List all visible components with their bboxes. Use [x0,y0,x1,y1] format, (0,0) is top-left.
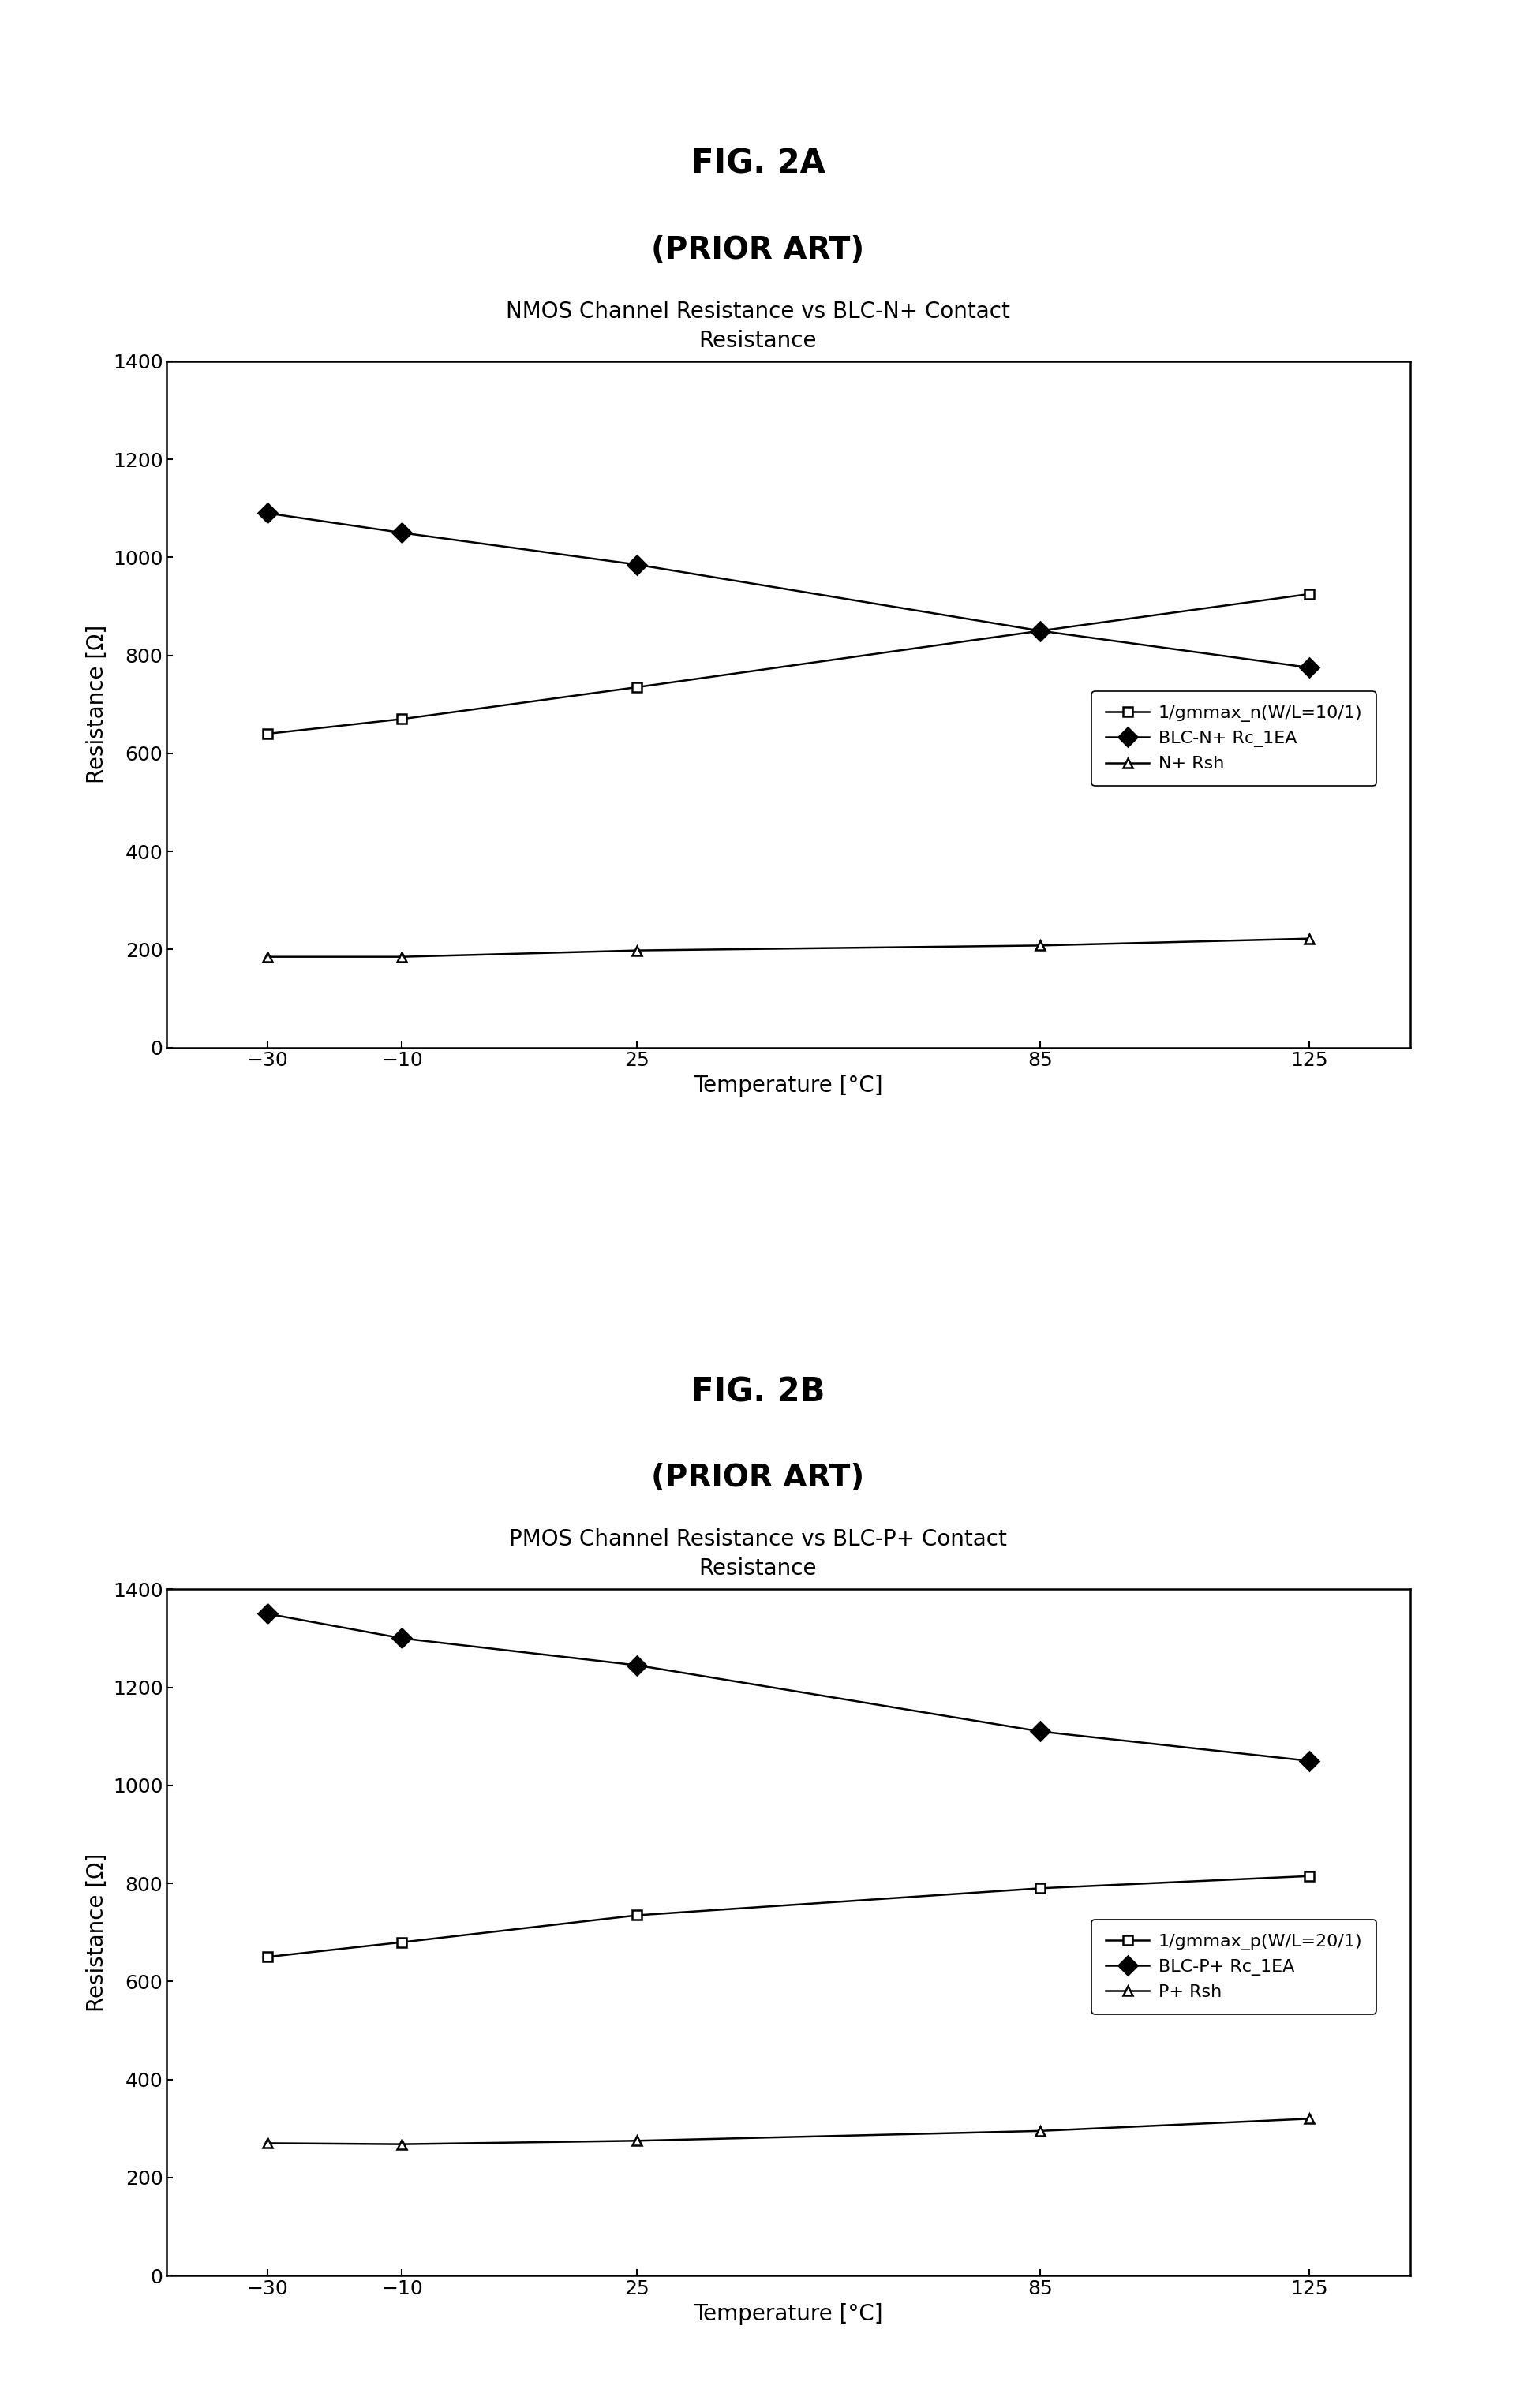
BLC-P+ Rc_1EA [258,1599,276,1628]
Text: FIG. 2B: FIG. 2B [691,1375,825,1409]
1/gmmax_p(W/L=20/1) [258,1943,276,1972]
BLC-N+ Rc_1EA [393,518,411,547]
P+ Rsh [258,2129,276,2158]
N+ Rsh [628,937,646,966]
X-axis label: Temperature [°C]: Temperature [°C] [694,1074,882,1096]
BLC-P+ Rc_1EA [628,1652,646,1681]
1/gmmax_p(W/L=20/1) [393,1929,411,1958]
Line: 1/gmmax_n(W/L=10/1): 1/gmmax_n(W/L=10/1) [262,590,1314,739]
BLC-N+ Rc_1EA [1031,616,1049,645]
Line: 1/gmmax_p(W/L=20/1): 1/gmmax_p(W/L=20/1) [262,1871,1314,1963]
Y-axis label: Resistance [Ω]: Resistance [Ω] [86,1854,108,2011]
N+ Rsh [1301,925,1319,954]
N+ Rsh [393,942,411,970]
Text: PMOS Channel Resistance vs BLC-P+ Contact
Resistance: PMOS Channel Resistance vs BLC-P+ Contac… [509,1529,1007,1580]
N+ Rsh [258,942,276,970]
1/gmmax_n(W/L=10/1) [1301,580,1319,609]
Y-axis label: Resistance [Ω]: Resistance [Ω] [86,626,108,783]
1/gmmax_n(W/L=10/1) [628,672,646,701]
Text: (PRIOR ART): (PRIOR ART) [652,1464,864,1493]
BLC-P+ Rc_1EA [393,1623,411,1652]
Line: N+ Rsh: N+ Rsh [262,934,1314,961]
Legend: 1/gmmax_n(W/L=10/1), BLC-N+ Rc_1EA, N+ Rsh: 1/gmmax_n(W/L=10/1), BLC-N+ Rc_1EA, N+ R… [1092,691,1377,785]
N+ Rsh [1031,932,1049,961]
1/gmmax_n(W/L=10/1) [258,720,276,749]
BLC-P+ Rc_1EA [1301,1746,1319,1775]
1/gmmax_p(W/L=20/1) [628,1900,646,1929]
BLC-P+ Rc_1EA [1031,1717,1049,1746]
X-axis label: Temperature [°C]: Temperature [°C] [694,2302,882,2324]
1/gmmax_n(W/L=10/1) [393,706,411,734]
Line: BLC-P+ Rc_1EA: BLC-P+ Rc_1EA [261,1606,1316,1767]
1/gmmax_n(W/L=10/1) [1031,616,1049,645]
1/gmmax_p(W/L=20/1) [1031,1873,1049,1902]
P+ Rsh [1301,2105,1319,2133]
P+ Rsh [628,2126,646,2155]
1/gmmax_p(W/L=20/1) [1301,1861,1319,1890]
P+ Rsh [393,2129,411,2158]
P+ Rsh [1031,2117,1049,2146]
BLC-N+ Rc_1EA [628,549,646,578]
Line: BLC-N+ Rc_1EA: BLC-N+ Rc_1EA [261,506,1316,674]
Text: FIG. 2A: FIG. 2A [691,147,825,181]
BLC-N+ Rc_1EA [258,498,276,527]
Legend: 1/gmmax_p(W/L=20/1), BLC-P+ Rc_1EA, P+ Rsh: 1/gmmax_p(W/L=20/1), BLC-P+ Rc_1EA, P+ R… [1092,1919,1377,2013]
Text: NMOS Channel Resistance vs BLC-N+ Contact
Resistance: NMOS Channel Resistance vs BLC-N+ Contac… [506,301,1010,352]
Line: P+ Rsh: P+ Rsh [262,2114,1314,2148]
BLC-N+ Rc_1EA [1301,653,1319,681]
Text: (PRIOR ART): (PRIOR ART) [652,236,864,265]
